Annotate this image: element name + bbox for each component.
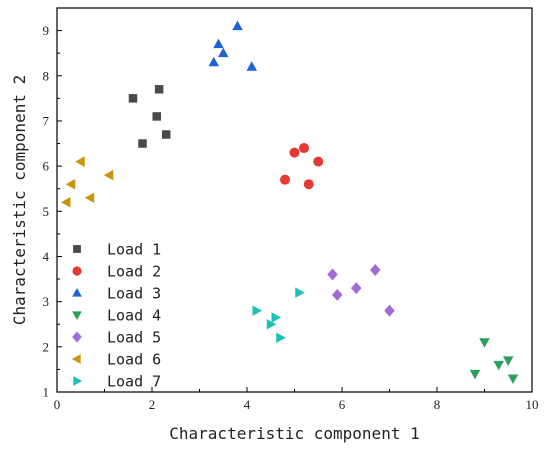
- legend-label: Load 5: [107, 329, 161, 347]
- data-point: [246, 61, 257, 71]
- y-tick-label: 9: [43, 23, 50, 38]
- series-2: [280, 143, 324, 190]
- legend-marker: [72, 331, 82, 343]
- data-point: [271, 312, 281, 323]
- y-tick-label: 6: [43, 159, 50, 174]
- data-point: [213, 38, 224, 49]
- data-point: [351, 282, 362, 295]
- data-points: [61, 20, 519, 384]
- data-point: [327, 268, 338, 281]
- y-axis-label: Characteristic component 2: [10, 75, 29, 325]
- series-1: [128, 85, 171, 148]
- data-point: [295, 287, 305, 298]
- y-axis-ticks: 1 2 3 4 5 6 7 8 9: [43, 7, 62, 400]
- y-tick-label: 8: [43, 68, 50, 83]
- data-point: [128, 94, 138, 103]
- x-tick-label: 2: [149, 397, 156, 412]
- y-tick-label: 7: [43, 113, 50, 128]
- x-tick-label: 8: [434, 397, 441, 412]
- legend-marker: [73, 376, 83, 386]
- legend-label: Load 6: [107, 351, 161, 369]
- legend-label: Load 3: [107, 285, 161, 303]
- y-tick-label: 2: [43, 339, 50, 354]
- data-point: [289, 147, 300, 158]
- data-point: [276, 332, 286, 344]
- data-point: [103, 169, 114, 181]
- data-point: [61, 197, 71, 208]
- data-point: [208, 56, 219, 67]
- legend-marker: [72, 311, 82, 321]
- legend-entry: Load 3: [72, 285, 161, 303]
- data-point: [218, 47, 229, 58]
- x-tick-label: 6: [339, 397, 346, 412]
- legend-marker: [73, 245, 81, 253]
- data-point: [252, 305, 262, 316]
- data-point: [232, 20, 243, 31]
- legend-entry: Load 4: [72, 307, 161, 325]
- x-tick-label: 4: [244, 397, 251, 412]
- x-axis-label: Characteristic component 1: [169, 424, 419, 443]
- legend-label: Load 2: [107, 263, 161, 281]
- series-6: [61, 156, 114, 208]
- legend-entry: Load 5: [72, 329, 161, 347]
- series-5: [327, 264, 395, 317]
- data-point: [280, 174, 290, 185]
- data-point: [84, 192, 95, 203]
- legend-label: Load 1: [107, 241, 161, 259]
- legend-marker: [71, 354, 81, 364]
- legend-marker: [72, 287, 82, 297]
- data-point: [266, 318, 277, 330]
- data-point: [75, 156, 85, 167]
- y-tick-label: 4: [43, 249, 50, 264]
- y-tick-label: 3: [43, 294, 50, 309]
- data-point: [479, 338, 490, 348]
- data-point: [370, 264, 381, 277]
- data-point: [507, 374, 519, 384]
- data-point: [469, 369, 481, 380]
- series-7: [252, 287, 305, 344]
- legend-entry: Load 7: [73, 373, 161, 391]
- data-point: [384, 304, 395, 317]
- legend-marker: [72, 266, 82, 276]
- legend-entry: Load 1: [73, 241, 161, 259]
- data-point: [493, 360, 504, 371]
- y-tick-label: 5: [43, 204, 50, 219]
- legend-label: Load 4: [107, 307, 161, 325]
- data-point: [65, 178, 76, 190]
- legend-label: Load 7: [107, 373, 161, 391]
- data-point: [154, 85, 164, 94]
- x-tick-label: 0: [54, 397, 61, 412]
- data-point: [162, 130, 171, 139]
- data-point: [152, 112, 161, 121]
- data-point: [303, 179, 314, 190]
- series-4: [469, 338, 519, 384]
- data-point: [299, 143, 309, 154]
- legend-entry: Load 2: [72, 263, 161, 281]
- series-3: [208, 20, 257, 71]
- legend-entry: Load 6: [71, 351, 161, 369]
- data-point: [138, 139, 147, 148]
- legend: Load 1 Load 2 Load 3 Load 4 Load 5 Load 6 Load…: [71, 241, 161, 391]
- data-point: [332, 288, 343, 301]
- y-tick-label: 1: [43, 385, 50, 400]
- data-point: [313, 156, 324, 167]
- x-axis-ticks: 0 2 4 6 8 10: [54, 387, 539, 412]
- x-tick-label: 10: [526, 397, 539, 412]
- data-point: [503, 356, 514, 366]
